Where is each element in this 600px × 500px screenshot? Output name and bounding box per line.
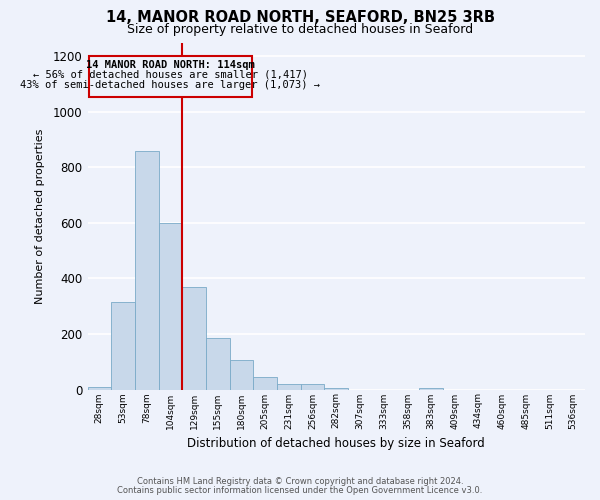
Y-axis label: Number of detached properties: Number of detached properties bbox=[35, 128, 44, 304]
Text: Size of property relative to detached houses in Seaford: Size of property relative to detached ho… bbox=[127, 22, 473, 36]
Bar bbox=[135, 151, 158, 390]
Bar bbox=[277, 384, 301, 390]
Bar bbox=[230, 360, 253, 390]
Bar bbox=[206, 338, 230, 390]
Text: 43% of semi-detached houses are larger (1,073) →: 43% of semi-detached houses are larger (… bbox=[20, 80, 320, 90]
FancyBboxPatch shape bbox=[89, 56, 252, 96]
Bar bbox=[182, 287, 206, 390]
Bar bbox=[88, 386, 111, 390]
Text: Contains public sector information licensed under the Open Government Licence v3: Contains public sector information licen… bbox=[118, 486, 482, 495]
Text: Contains HM Land Registry data © Crown copyright and database right 2024.: Contains HM Land Registry data © Crown c… bbox=[137, 477, 463, 486]
X-axis label: Distribution of detached houses by size in Seaford: Distribution of detached houses by size … bbox=[187, 437, 485, 450]
Bar bbox=[419, 388, 443, 390]
Bar bbox=[325, 388, 348, 390]
Bar bbox=[158, 223, 182, 390]
Bar bbox=[253, 377, 277, 390]
Bar bbox=[301, 384, 325, 390]
Text: 14, MANOR ROAD NORTH, SEAFORD, BN25 3RB: 14, MANOR ROAD NORTH, SEAFORD, BN25 3RB bbox=[106, 10, 494, 25]
Bar bbox=[111, 302, 135, 390]
Text: ← 56% of detached houses are smaller (1,417): ← 56% of detached houses are smaller (1,… bbox=[33, 70, 308, 80]
Text: 14 MANOR ROAD NORTH: 114sqm: 14 MANOR ROAD NORTH: 114sqm bbox=[86, 60, 255, 70]
